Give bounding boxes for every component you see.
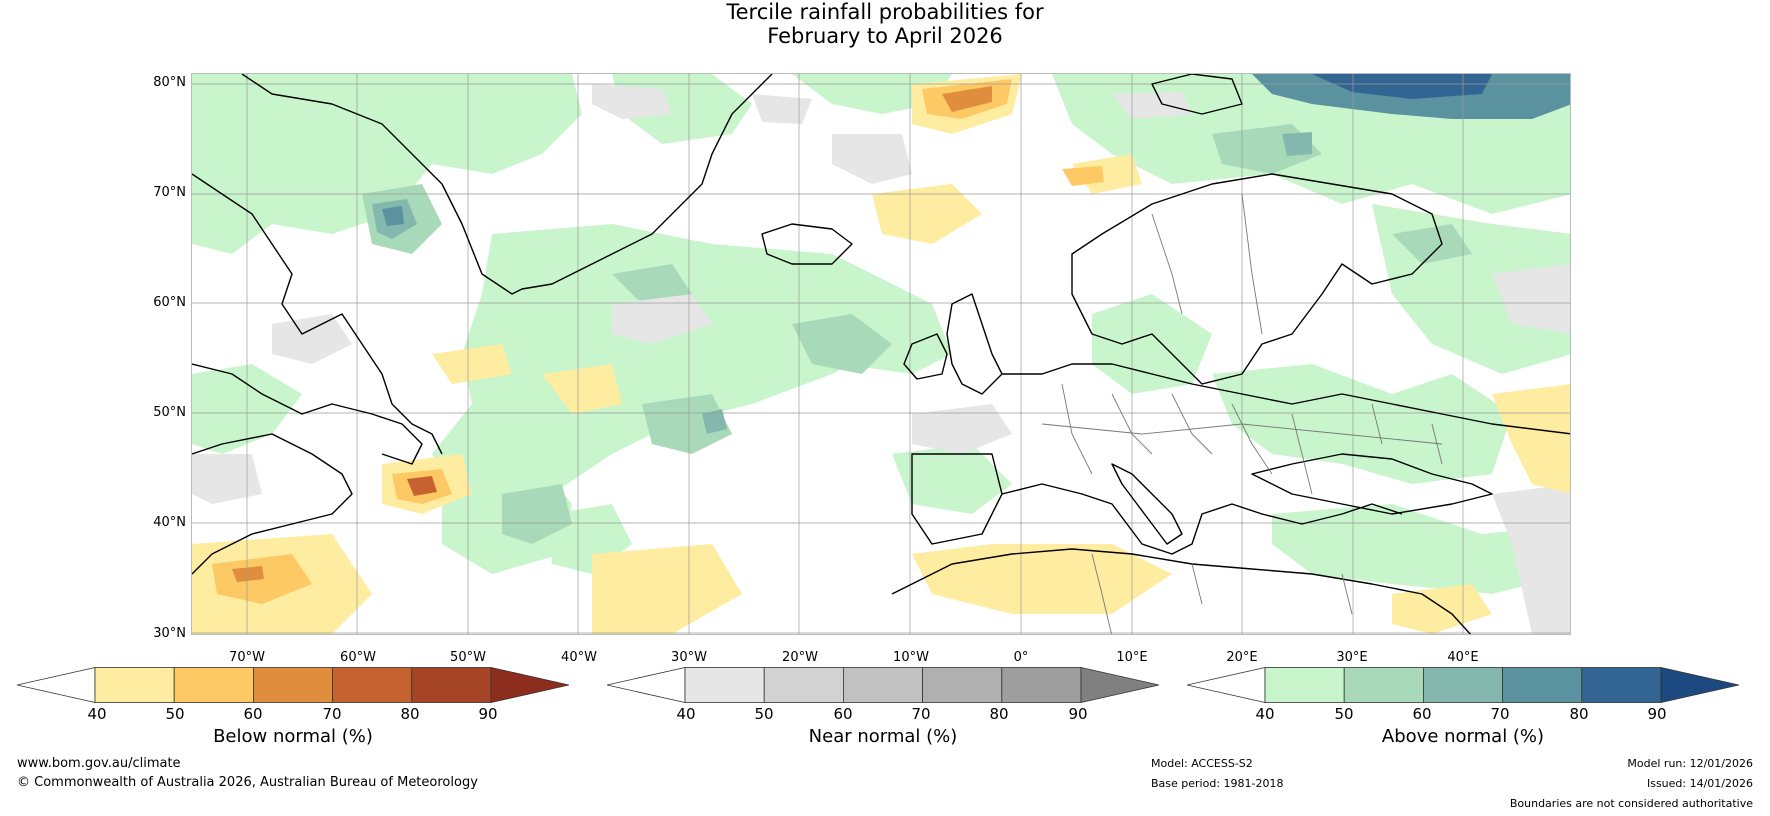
above-tick-60: 60 [1412,705,1432,723]
below-bar-segment [173,667,254,703]
above-normal-colorbar [1187,667,1739,703]
above-bar-segment [1264,667,1345,703]
above-tick-50: 50 [1334,705,1354,723]
below-normal-colorbar [17,667,569,703]
near-bar-segment [763,667,844,703]
above-bar-segment [1343,667,1424,703]
near-normal-label: Near normal (%) [808,726,958,747]
below-bar-min-extend [17,667,96,703]
boundaries-note: Boundaries are not considered authoritat… [1509,797,1753,810]
above-normal-shading-top [382,74,1570,226]
near-bar-max-extend [1080,667,1159,703]
lon-label-0: 0° [1013,650,1029,665]
below-bar-segment [411,667,492,703]
lon-label-10e: 10°E [1116,650,1148,665]
lon-label-70w: 70°W [229,650,265,665]
lon-label-10w: 10°W [893,650,929,665]
above-bar-min-extend [1187,667,1266,703]
lon-label-50w: 50°W [450,650,486,665]
graticule [192,74,1570,634]
below-bar-max-extend [490,667,569,703]
lon-label-40e: 40°E [1447,650,1479,665]
above-bar-max-extend [1660,667,1739,703]
near-tick-80: 80 [989,705,1009,723]
lat-label-60n: 60°N [153,295,186,310]
near-tick-90: 90 [1068,705,1088,723]
website-link[interactable]: www.bom.gov.au/climate [17,756,181,771]
near-bar-segment [684,667,765,703]
near-bar-segment [922,667,1003,703]
lon-label-20e: 20°E [1226,650,1258,665]
lon-label-30e: 30°E [1336,650,1368,665]
above-tick-90: 90 [1647,705,1667,723]
below-tick-90: 90 [478,705,498,723]
below-tick-70: 70 [322,705,342,723]
near-normal-colorbar [607,667,1159,703]
above-tick-80: 80 [1569,705,1589,723]
lat-label-70n: 70°N [153,185,186,200]
near-tick-40: 40 [676,705,696,723]
above-tick-40: 40 [1255,705,1275,723]
below-tick-60: 60 [243,705,263,723]
map-title: Tercile rainfall probabilities for Febru… [0,0,1770,48]
above-bar-segment [1422,667,1503,703]
map-canvas [192,74,1570,634]
below-bar-segment [94,667,175,703]
model-run-text: Model run: 12/01/2026 [1627,757,1753,770]
rainfall-probability-map [191,73,1571,635]
below-normal-shading-higher [232,86,992,582]
model-text: Model: ACCESS-S2 [1151,757,1253,770]
copyright-text: © Commonwealth of Australia 2026, Austra… [17,775,478,790]
lon-label-30w: 30°W [671,650,707,665]
near-bar-min-extend [607,667,686,703]
below-bar-segment [252,667,333,703]
below-normal-label: Below normal (%) [213,726,373,747]
above-tick-70: 70 [1490,705,1510,723]
above-bar-segment [1502,667,1583,703]
near-bar-segment [842,667,923,703]
lat-label-30n: 30°N [153,626,186,641]
near-normal-shading [192,84,1570,634]
near-tick-70: 70 [911,705,931,723]
lat-label-40n: 40°N [153,515,186,530]
lat-label-80n: 80°N [153,75,186,90]
lat-label-50n: 50°N [153,405,186,420]
near-tick-50: 50 [754,705,774,723]
lon-label-40w: 40°W [561,650,597,665]
lon-label-20w: 20°W [782,650,818,665]
below-tick-50: 50 [165,705,185,723]
coastlines [192,74,1570,634]
country-borders [1041,193,1443,634]
above-bar-segment [1581,667,1662,703]
below-bar-segment [332,667,413,703]
base-period-text: Base period: 1981-2018 [1151,777,1284,790]
above-normal-label: Above normal (%) [1381,726,1545,747]
lon-label-60w: 60°W [340,650,376,665]
below-tick-40: 40 [87,705,107,723]
near-bar-segment [1001,667,1082,703]
title-line-2: February to April 2026 [767,24,1003,48]
issued-text: Issued: 14/01/2026 [1646,777,1753,790]
below-tick-80: 80 [400,705,420,723]
title-line-1: Tercile rainfall probabilities for [726,0,1044,24]
near-tick-60: 60 [833,705,853,723]
